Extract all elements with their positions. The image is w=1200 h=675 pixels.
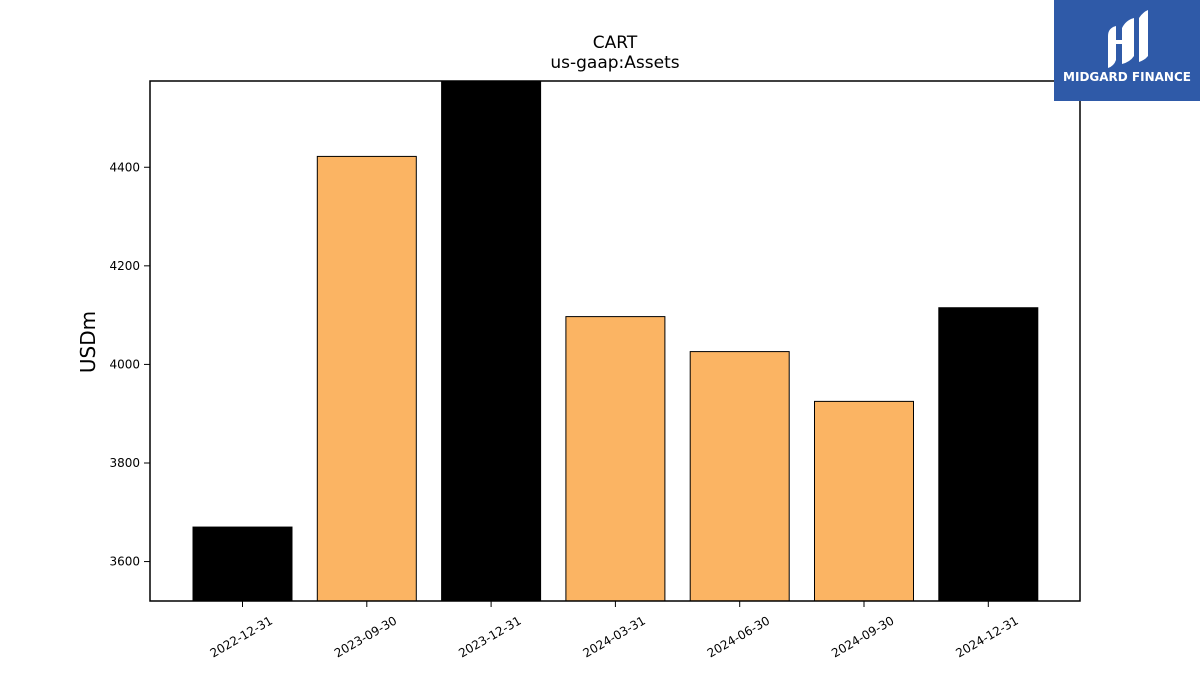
x-tick-label: 2023-12-31 xyxy=(456,613,523,660)
x-axis-ticks: 2022-12-31 2023-09-30 2023-12-31 2024-03-31… xyxy=(208,601,1021,660)
y-tick-label: 3600 xyxy=(109,555,140,569)
x-tick-label: 2022-12-31 xyxy=(208,613,275,660)
chart-title: CART xyxy=(593,33,638,53)
x-tick-label: 2024-06-30 xyxy=(705,613,772,660)
x-tick-label: 2024-12-31 xyxy=(953,613,1020,660)
chart-subtitle: us-gaap:Assets xyxy=(550,53,679,73)
bar-2024-09-30 xyxy=(814,400,914,602)
bar-2024-03-31 xyxy=(565,316,666,602)
y-tick-label: 4000 xyxy=(109,357,140,371)
bar-2022-12-31 xyxy=(192,526,293,602)
logo-text: MIDGARD FINANCE xyxy=(1063,70,1191,84)
bar-2024-06-30 xyxy=(689,351,790,602)
bars-layer xyxy=(192,80,1039,602)
x-tick-label: 2024-03-31 xyxy=(580,613,647,660)
y-tick-label: 4200 xyxy=(109,259,140,273)
bar-2024-12-31 xyxy=(938,307,1039,602)
bar-2023-09-30 xyxy=(316,155,417,602)
plot-area-frame xyxy=(149,80,1081,602)
bar-2023-12-31 xyxy=(441,80,542,602)
y-tick-label: 3800 xyxy=(109,456,140,470)
midgard-finance-logo: MIDGARD FINANCE xyxy=(1054,0,1200,101)
x-tick-label: 2023-09-30 xyxy=(332,613,399,660)
y-axis-ticks: 3600 3800 4000 4200 4400 xyxy=(109,160,150,569)
y-tick-label: 4400 xyxy=(109,160,140,174)
x-tick-label: 2024-09-30 xyxy=(829,613,896,660)
logo-mark-icon xyxy=(1108,10,1148,68)
y-axis-label: USDm xyxy=(76,311,100,373)
